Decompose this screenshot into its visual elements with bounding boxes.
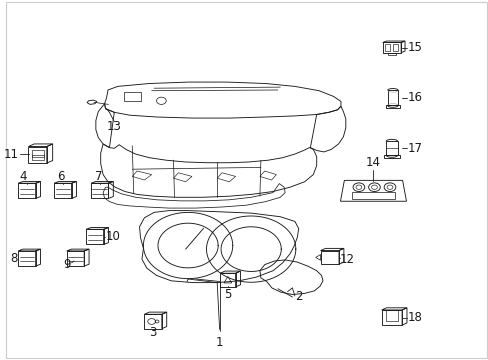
Text: 12: 12 bbox=[339, 253, 354, 266]
Text: 14: 14 bbox=[365, 156, 380, 169]
Text: 15: 15 bbox=[407, 41, 422, 54]
Text: 10: 10 bbox=[105, 230, 120, 243]
Text: 1: 1 bbox=[215, 336, 223, 348]
Text: 2: 2 bbox=[294, 291, 302, 303]
Text: 6: 6 bbox=[57, 170, 64, 183]
Text: 8: 8 bbox=[10, 252, 17, 265]
Bar bbox=[351, 192, 394, 199]
Bar bbox=[32, 150, 43, 157]
Text: 4: 4 bbox=[19, 170, 27, 183]
Text: 7: 7 bbox=[95, 170, 102, 183]
Bar bbox=[386, 310, 397, 321]
Text: 18: 18 bbox=[407, 311, 422, 324]
Bar bbox=[386, 141, 397, 155]
Text: 11: 11 bbox=[3, 148, 18, 161]
Bar bbox=[392, 44, 397, 51]
Text: 3: 3 bbox=[149, 327, 157, 339]
Bar bbox=[124, 92, 141, 101]
Bar bbox=[387, 90, 397, 105]
Text: 16: 16 bbox=[407, 91, 422, 104]
Text: 17: 17 bbox=[407, 142, 422, 155]
Bar bbox=[32, 155, 43, 159]
Text: 5: 5 bbox=[224, 288, 231, 301]
Text: 9: 9 bbox=[63, 258, 70, 271]
Bar bbox=[385, 44, 389, 51]
Text: 13: 13 bbox=[107, 120, 122, 133]
